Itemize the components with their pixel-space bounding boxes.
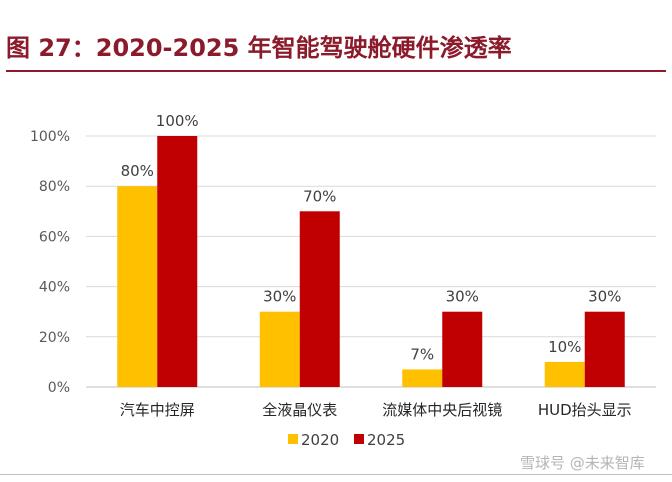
data-label: 80% — [121, 162, 154, 180]
data-labels: 80% 100% 30% 70% 7% 30% 10% 30% — [121, 112, 622, 363]
y-tick-label: 100% — [30, 129, 70, 145]
title-rule — [6, 70, 666, 72]
bars — [117, 136, 625, 387]
data-label: 7% — [410, 345, 434, 363]
bar-2025 — [299, 211, 340, 387]
data-label: 30% — [446, 288, 479, 306]
category-label: 流媒体中央后视镜 — [382, 401, 502, 419]
data-label: 100% — [156, 112, 199, 130]
data-label: 30% — [263, 288, 296, 306]
bar-2020 — [544, 361, 585, 387]
legend-swatch — [354, 434, 364, 444]
bar-2025 — [157, 136, 198, 387]
legend: 2020 2025 — [288, 431, 405, 449]
category-label: HUD抬头显示 — [538, 401, 632, 419]
watermark: 雪球号 @未来智库 — [520, 454, 645, 472]
bar-2020 — [259, 311, 300, 387]
bar-2020 — [117, 186, 158, 387]
y-axis-ticks: 0% 20% 40% 60% 80% 100% — [30, 129, 70, 396]
y-tick-label: 80% — [39, 179, 70, 195]
y-tick-label: 40% — [39, 280, 70, 296]
data-label: 10% — [548, 338, 581, 356]
y-tick-label: 60% — [39, 229, 70, 245]
category-labels: 汽车中控屏 全液晶仪表 流媒体中央后视镜 HUD抬头显示 — [120, 401, 632, 419]
legend-swatch — [288, 434, 298, 444]
legend-label: 2020 — [301, 431, 339, 449]
category-label: 全液晶仪表 — [262, 401, 337, 419]
bar-2025 — [584, 311, 625, 387]
category-label: 汽车中控屏 — [120, 401, 195, 419]
y-tick-label: 0% — [48, 380, 70, 396]
data-label: 30% — [588, 288, 621, 306]
legend-label: 2025 — [367, 431, 405, 449]
data-label: 70% — [303, 187, 336, 205]
bottom-rule — [0, 474, 672, 475]
y-tick-label: 20% — [39, 330, 70, 346]
figure-title: 图 27：2020-2025 年智能驾驶舱硬件渗透率 — [6, 34, 512, 62]
bar-2025 — [442, 311, 483, 387]
bar-2020 — [402, 369, 443, 387]
